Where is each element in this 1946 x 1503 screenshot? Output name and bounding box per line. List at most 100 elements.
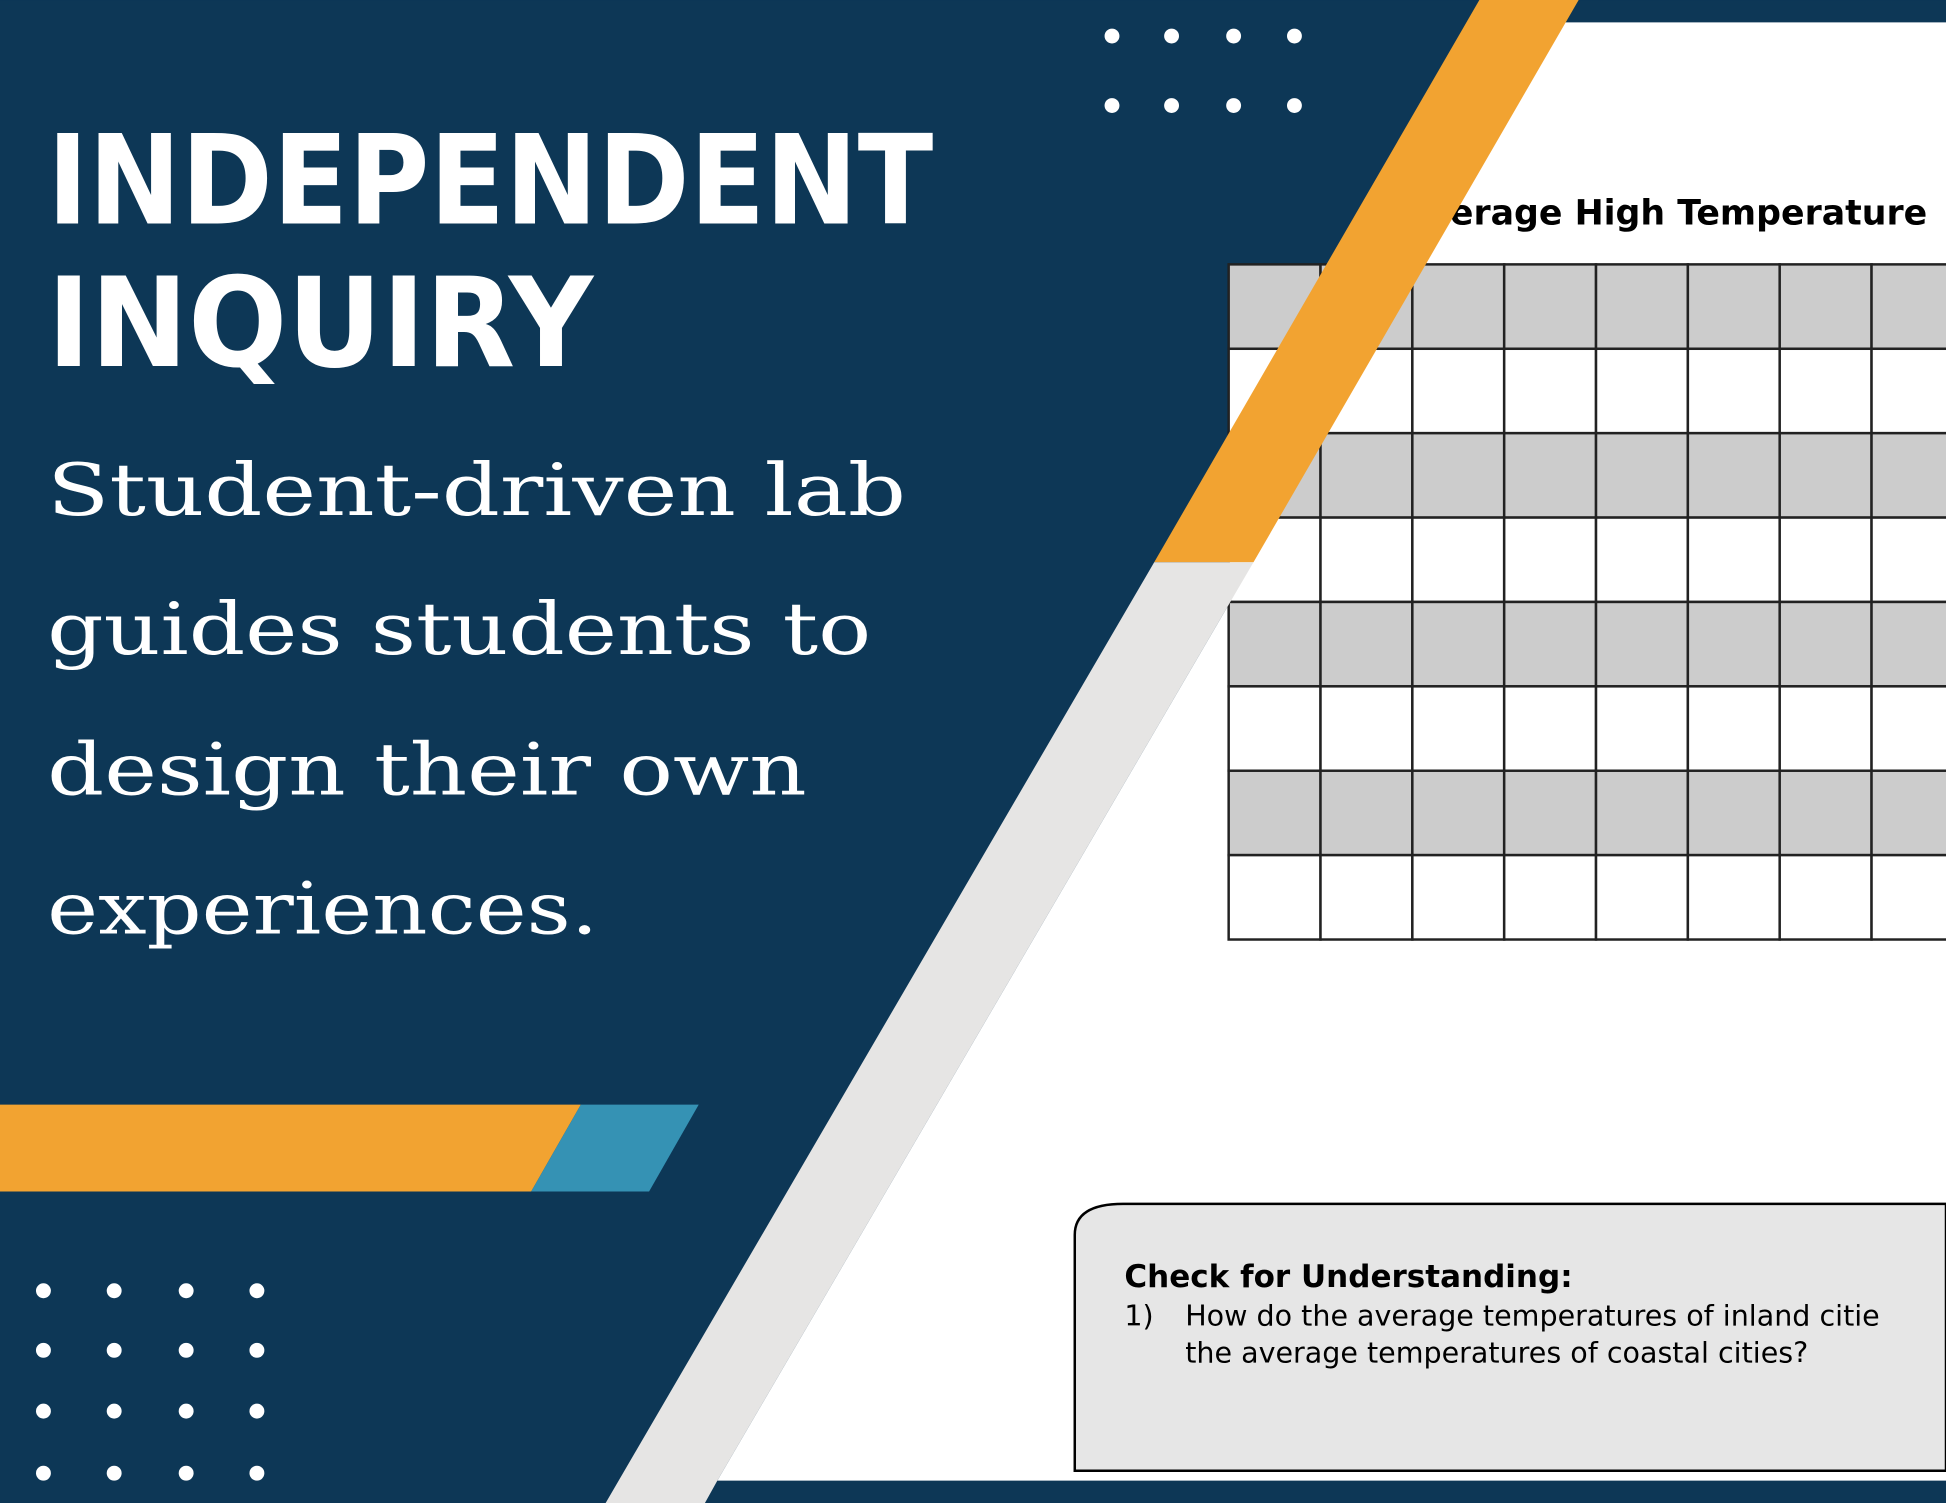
table-cell <box>1502 600 1598 688</box>
item-line: How do the average temperatures of inlan… <box>1185 1299 1880 1332</box>
dot <box>1286 28 1302 44</box>
subtitle-line: experiences. <box>47 866 598 950</box>
check-heading: Check for Understanding: <box>1124 1259 1572 1295</box>
orange-stripe <box>1154 0 1579 563</box>
table-cell <box>1227 769 1322 857</box>
table-cell <box>1870 769 1946 857</box>
dot <box>1104 98 1120 113</box>
table-cell <box>1411 263 1506 351</box>
dot <box>106 1283 122 1299</box>
table-cell <box>1594 600 1690 688</box>
table-cell <box>1686 516 1781 604</box>
table-cell <box>1227 853 1322 941</box>
table-cell <box>1870 431 1946 519</box>
table-title: verage High Temperature <box>1427 194 1927 234</box>
dot <box>35 1283 51 1299</box>
dot <box>106 1342 122 1358</box>
table-cell <box>1227 685 1322 772</box>
dot <box>178 1342 194 1358</box>
check-box <box>1073 1202 1946 1472</box>
table-cell <box>1778 685 1873 772</box>
dot <box>249 1342 265 1358</box>
dot <box>178 1403 194 1419</box>
table-cell <box>1502 769 1598 857</box>
table-cell <box>1870 600 1946 688</box>
gray-stripe <box>605 562 1254 1503</box>
table-cell <box>1686 347 1781 435</box>
table-cell <box>1594 431 1690 519</box>
subtitle-line: guides students to <box>47 587 871 671</box>
dot <box>249 1403 265 1419</box>
blue-bar <box>531 1104 699 1192</box>
table-cell <box>1319 769 1414 857</box>
table-cell <box>1502 263 1598 351</box>
table-cell <box>1411 853 1506 941</box>
dots <box>35 28 1302 1481</box>
table-cell <box>1594 347 1690 435</box>
dot <box>1164 98 1180 113</box>
table-cell <box>1319 431 1414 519</box>
table-cell <box>1594 853 1690 941</box>
table-cell <box>1502 853 1598 941</box>
dot <box>1226 98 1242 113</box>
table-cell <box>1411 431 1506 519</box>
table-cell <box>1411 516 1506 604</box>
table-cell <box>1870 347 1946 435</box>
table-cell <box>1502 516 1598 604</box>
table-cell <box>1870 685 1946 772</box>
table-cell <box>1778 600 1873 688</box>
table-cell <box>1502 431 1598 519</box>
dot <box>106 1403 122 1419</box>
dot <box>35 1342 51 1358</box>
table-cell <box>1778 347 1873 435</box>
table-cell <box>1778 769 1873 857</box>
dot <box>178 1465 194 1481</box>
dot <box>249 1465 265 1481</box>
table-cell <box>1778 853 1873 941</box>
table-cell <box>1870 516 1946 604</box>
table-cell <box>1870 853 1946 941</box>
title-line: INDEPENDENT <box>47 109 933 253</box>
table-cell <box>1686 600 1781 688</box>
dot <box>178 1283 194 1299</box>
table-cell <box>1411 769 1506 857</box>
table-cell <box>1502 685 1598 772</box>
dot <box>249 1283 265 1299</box>
table-cell <box>1778 431 1873 519</box>
dot <box>1104 28 1120 44</box>
table-cell <box>1594 263 1690 351</box>
table-cell <box>1319 516 1414 604</box>
table-cell <box>1778 516 1873 604</box>
table-cell <box>1870 263 1946 351</box>
table-cell <box>1411 600 1506 688</box>
item-line: the average temperatures of coastal citi… <box>1185 1337 1808 1370</box>
table-cell <box>1686 685 1781 772</box>
dot <box>1226 28 1242 44</box>
dot <box>35 1465 51 1481</box>
dot <box>1286 98 1302 113</box>
table-cell <box>1686 431 1781 519</box>
table-cell <box>1502 347 1598 435</box>
dot <box>35 1403 51 1419</box>
table-cell <box>1319 685 1414 772</box>
table-cell <box>1686 853 1781 941</box>
orange-bar <box>0 1104 581 1192</box>
table-cell <box>1411 685 1506 772</box>
table-cell <box>1686 769 1781 857</box>
subtitle-line: design their own <box>47 727 807 811</box>
dot <box>1164 28 1180 44</box>
table-cell <box>1778 263 1873 351</box>
subtitle-line: Student-driven lab <box>47 448 906 532</box>
table-cell <box>1594 769 1690 857</box>
title-line: INQUIRY <box>47 252 595 396</box>
table-cell <box>1594 516 1690 604</box>
table-cell <box>1594 685 1690 772</box>
item-number: 1) <box>1124 1299 1153 1332</box>
table-cell <box>1319 853 1414 941</box>
table-cell <box>1227 600 1322 688</box>
table-cell <box>1411 347 1506 435</box>
table-cell <box>1319 600 1414 688</box>
dot <box>106 1465 122 1481</box>
